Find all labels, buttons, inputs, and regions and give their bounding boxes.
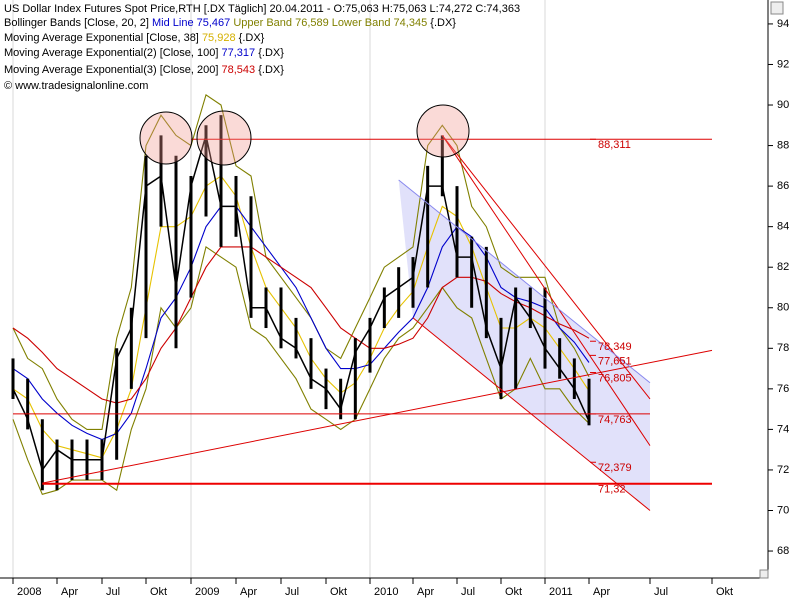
legend-value: Upper Band 76,589 Lower Band 74,345 <box>233 17 427 29</box>
x-tick-label: 2011 <box>549 586 573 598</box>
x-tick-label: Okt <box>330 586 347 598</box>
legend-text: Bollinger Bands [Close, 20, 2] <box>4 17 149 29</box>
y-tick-label: 84 <box>777 221 789 233</box>
highlight-circle <box>196 110 252 166</box>
x-tick-label: 2009 <box>195 586 219 598</box>
legend-value: 77,317 <box>222 47 256 59</box>
ema-line <box>12 205 590 441</box>
trend-line <box>42 349 713 484</box>
x-tick-label: Jul <box>654 586 668 598</box>
x-tick-label: Jul <box>461 586 475 598</box>
y-tick-label: 70 <box>777 504 789 516</box>
trend-line <box>441 135 651 446</box>
price-close-line <box>12 135 590 472</box>
highlight-circle <box>139 111 193 165</box>
legend-value: 78,543 <box>222 64 256 76</box>
legend-ema: Moving Average Exponential(2) [Close, 10… <box>4 47 284 59</box>
level-label: 72,379 <box>598 462 632 474</box>
level-label: 71,32 <box>598 484 626 496</box>
trend-line <box>398 179 651 384</box>
y-tick-label: 94 <box>777 18 789 30</box>
level-label: 76,805 <box>598 372 632 384</box>
level-label: 78,349 <box>598 341 632 353</box>
level-label: 88,311 <box>598 139 631 151</box>
legend-text: Moving Average Exponential(3) [Close, 20… <box>4 64 218 76</box>
trend-line <box>412 317 651 511</box>
y-tick-label: 90 <box>777 99 789 111</box>
legend-value: Mid Line 75,467 <box>152 17 230 29</box>
legend-ema: Moving Average Exponential(3) [Close, 20… <box>4 64 284 76</box>
y-tick-label: 76 <box>777 383 789 395</box>
band-line <box>12 94 590 430</box>
legend-value: 75,928 <box>202 32 236 44</box>
x-tick-label: Jul <box>285 586 299 598</box>
legend-text: {.DX} <box>239 32 265 44</box>
legend-text: {.DX} <box>258 64 284 76</box>
channel <box>398 180 650 511</box>
y-tick-label: 72 <box>777 464 789 476</box>
x-tick-label: 2008 <box>17 586 41 598</box>
copyright: © www.tradesignalonline.com <box>4 80 148 92</box>
x-tick-label: Apr <box>61 586 78 598</box>
axes: 68 70 72 74 76 78 80 82 84 86 88 90 92 94 2008 Apr Jul Ok… <box>12 18 789 598</box>
y-tick-label: 68 <box>777 545 789 557</box>
x-tick-label: Okt <box>150 586 167 598</box>
y-tick-label: 78 <box>777 342 789 354</box>
legend-text: {.DX} <box>258 47 284 59</box>
level-label: 77,651 <box>598 355 632 367</box>
x-tick-label: Jul <box>106 586 120 598</box>
legend-ema: Moving Average Exponential [Close, 38] 7… <box>4 32 265 44</box>
legend-text: Moving Average Exponential(2) [Close, 10… <box>4 47 218 59</box>
ema-line <box>12 175 590 459</box>
legend-bollinger: Bollinger Bands [Close, 20, 2] Mid Line … <box>4 17 456 29</box>
x-tick-label: Apr <box>417 586 434 598</box>
y-tick-label: 86 <box>777 180 789 192</box>
highlight-circle <box>416 104 470 158</box>
level-label: 74,763 <box>598 414 632 426</box>
y-tick-label: 82 <box>777 261 789 273</box>
y-tick-label: 92 <box>777 58 789 70</box>
x-tick-label: Apr <box>593 586 610 598</box>
legend-text: {.DX} <box>430 17 456 29</box>
y-tick-label: 88 <box>777 139 789 151</box>
x-tick-label: 2010 <box>374 586 398 598</box>
legend: US Dollar Index Futures Spot Price,RTH [… <box>4 3 520 92</box>
x-tick-label: Okt <box>716 586 733 598</box>
y-tick-label: 80 <box>777 302 789 314</box>
icon[interactable] <box>770 1 784 15</box>
legend-price: US Dollar Index Futures Spot Price,RTH [… <box>4 3 520 15</box>
ema-line <box>12 246 590 404</box>
channel-shade <box>398 180 650 511</box>
legend-text: Moving Average Exponential [Close, 38] <box>4 32 199 44</box>
y-tick-label: 74 <box>777 423 789 435</box>
plot: 88,311 78,349 77,651 76,805 74,763 72,379 71,3… <box>11 94 713 511</box>
corner-icon <box>759 569 769 579</box>
x-tick-label: Apr <box>240 586 257 598</box>
band-line <box>12 246 590 495</box>
x-tick-label: Okt <box>505 586 522 598</box>
